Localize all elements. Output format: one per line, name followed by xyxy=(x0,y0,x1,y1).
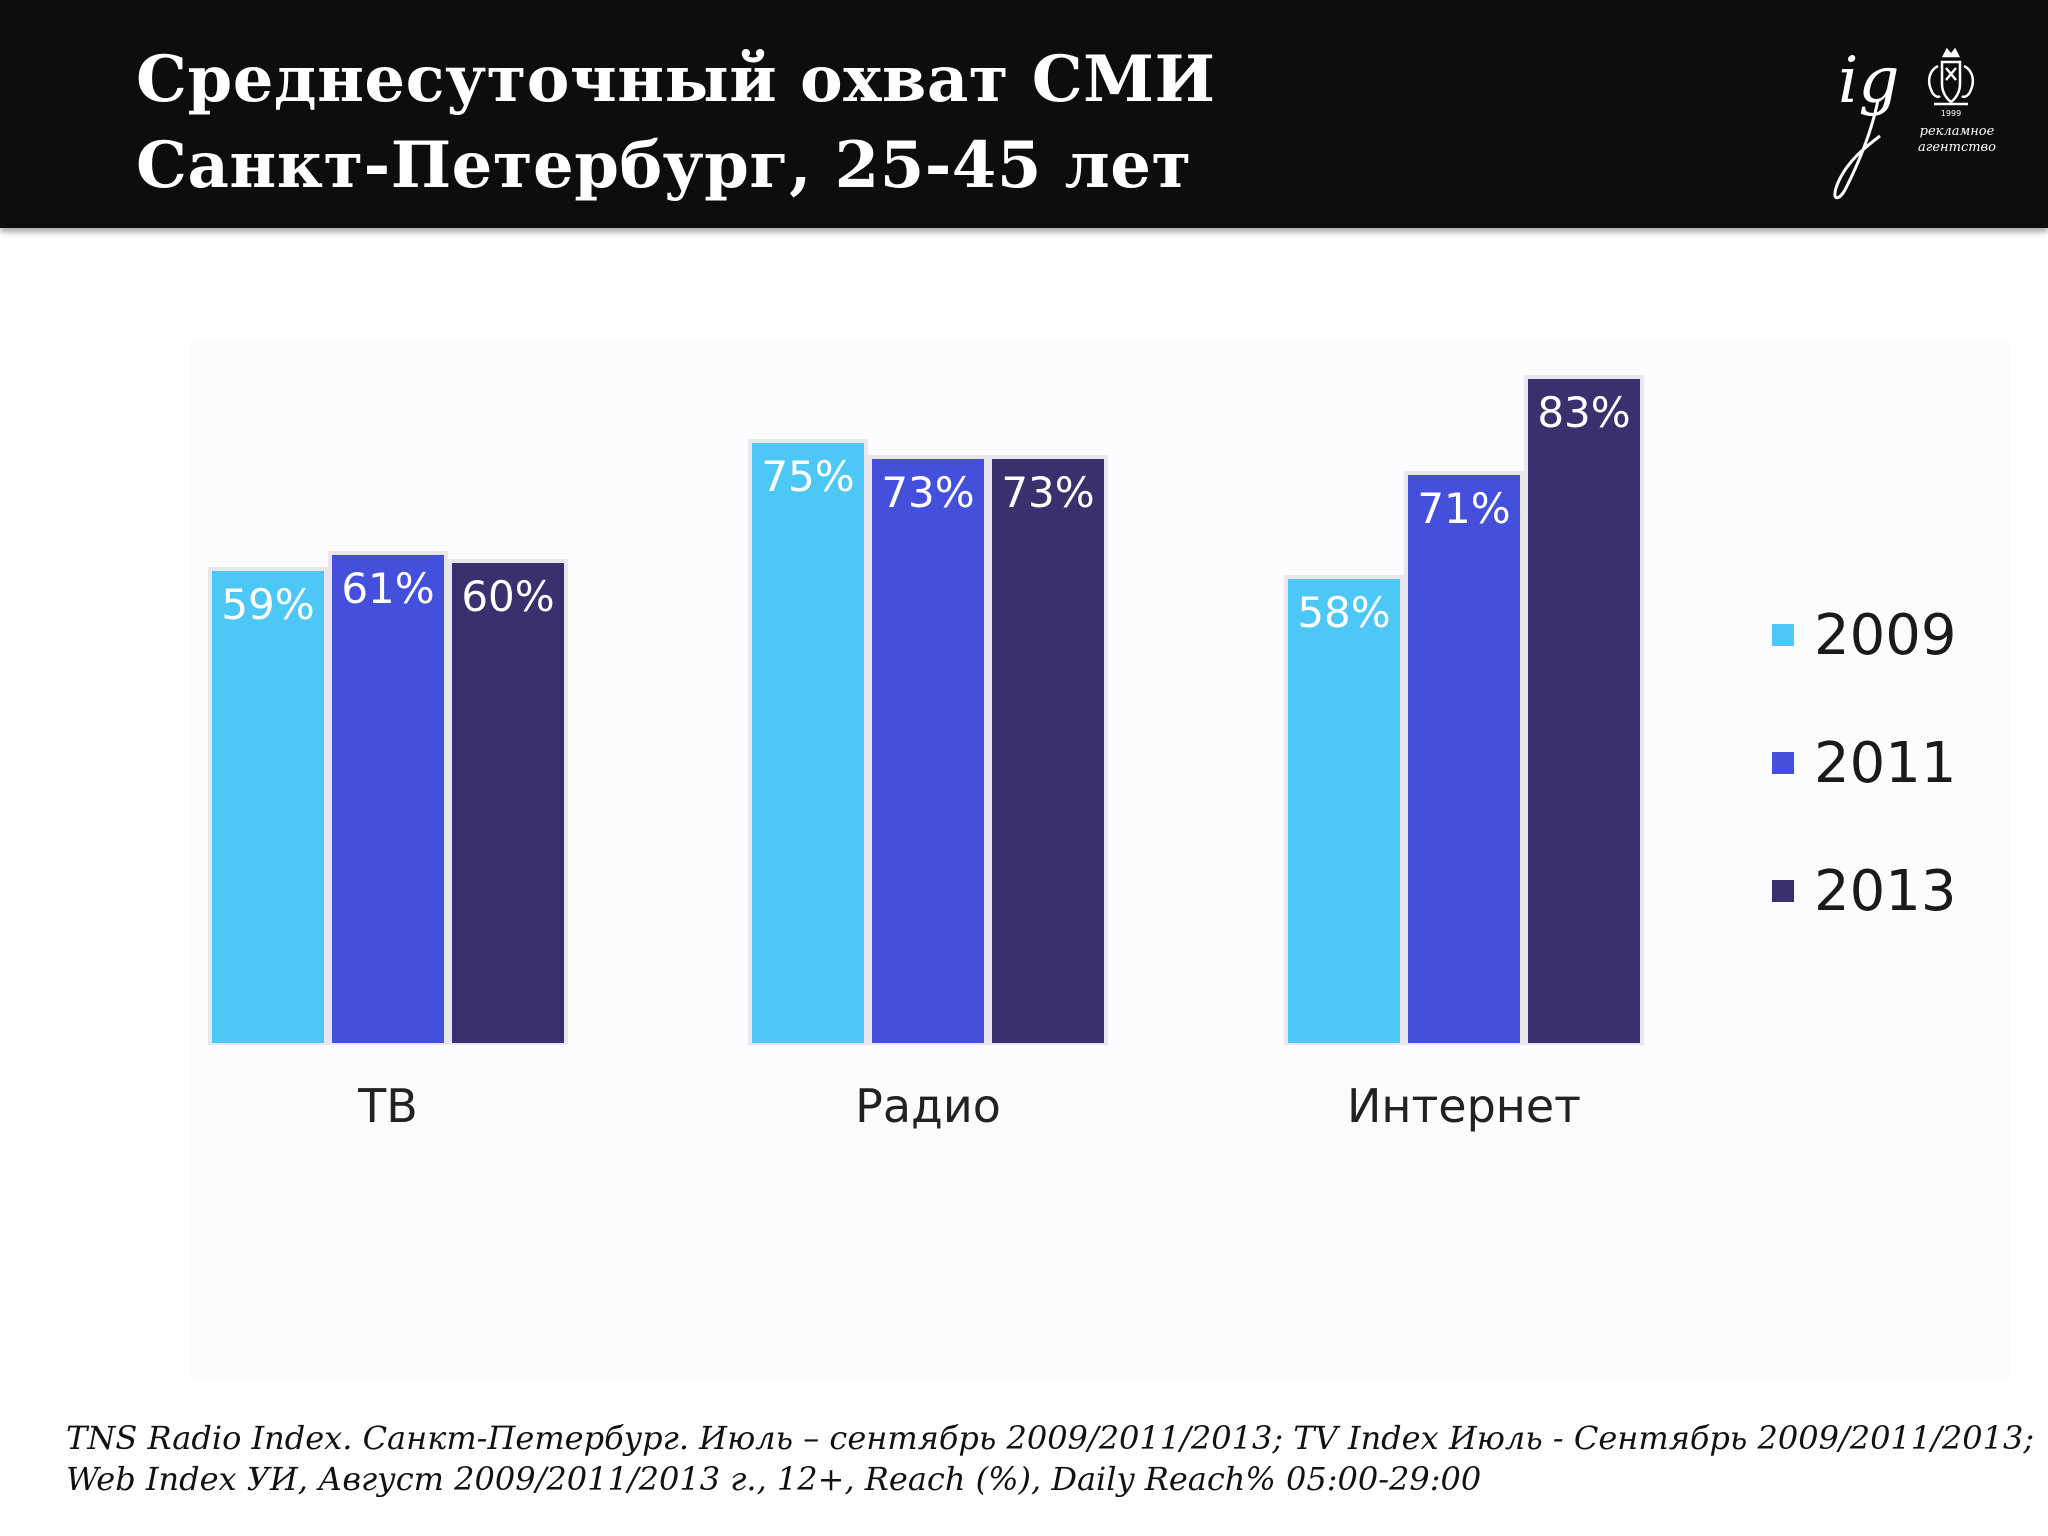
footnote-line-1: TNS Radio Index. Санкт-Петербург. Июль –… xyxy=(66,1419,2035,1457)
logo-year: 1999 xyxy=(1941,109,1961,118)
crest-icon xyxy=(1927,47,1975,106)
legend-label: 2013 xyxy=(1814,859,1957,924)
bar-2011-2 xyxy=(1408,475,1520,1043)
bar-2011-1 xyxy=(872,459,984,1043)
category-label: Интернет xyxy=(1347,1079,1581,1133)
category-label: Радио xyxy=(855,1079,1001,1133)
bar-2013-1 xyxy=(992,459,1104,1043)
data-label: 73% xyxy=(881,468,974,517)
bar-2013-0 xyxy=(452,563,564,1043)
data-label: 58% xyxy=(1297,588,1390,637)
logo-caption-line-1: рекламное xyxy=(1919,124,1995,139)
data-label: 83% xyxy=(1537,388,1630,437)
data-label: 75% xyxy=(761,452,854,501)
data-label: 73% xyxy=(1001,468,1094,517)
slide-title-line-1: Среднесуточный охват СМИ xyxy=(136,42,1216,117)
legend-swatch xyxy=(1772,752,1794,774)
data-label: 60% xyxy=(461,572,554,621)
legend-label: 2011 xyxy=(1814,731,1957,796)
bar-2009-2 xyxy=(1288,579,1400,1043)
bar-2011-0 xyxy=(332,555,444,1043)
agency-logo: ig 1999 xyxy=(1833,44,1975,200)
legend-swatch xyxy=(1772,880,1794,902)
logo-caption: рекламное агентство xyxy=(1912,124,2002,156)
category-label: ТВ xyxy=(357,1079,418,1133)
title-bar: Среднесуточный охват СМИ Санкт-Петербург… xyxy=(0,0,2048,228)
data-label: 61% xyxy=(341,564,434,613)
slide-title-line-2: Санкт-Петербург, 25-45 лет xyxy=(136,128,1192,203)
bar-2013-2 xyxy=(1528,379,1640,1043)
bar-2009-1 xyxy=(752,443,864,1043)
footnote-line-2: Web Index УИ, Август 2009/2011/2013 г., … xyxy=(66,1460,1482,1498)
logo-caption-line-2: агентство xyxy=(1918,140,1996,155)
legend-swatch xyxy=(1772,624,1794,646)
legend-label: 2009 xyxy=(1814,603,1957,668)
bar-2009-0 xyxy=(212,571,324,1043)
data-label: 71% xyxy=(1417,484,1510,533)
data-label: 59% xyxy=(221,580,314,629)
source-footnote: TNS Radio Index. Санкт-Петербург. Июль –… xyxy=(66,1418,2035,1500)
logo-mark: ig xyxy=(1838,44,1899,118)
